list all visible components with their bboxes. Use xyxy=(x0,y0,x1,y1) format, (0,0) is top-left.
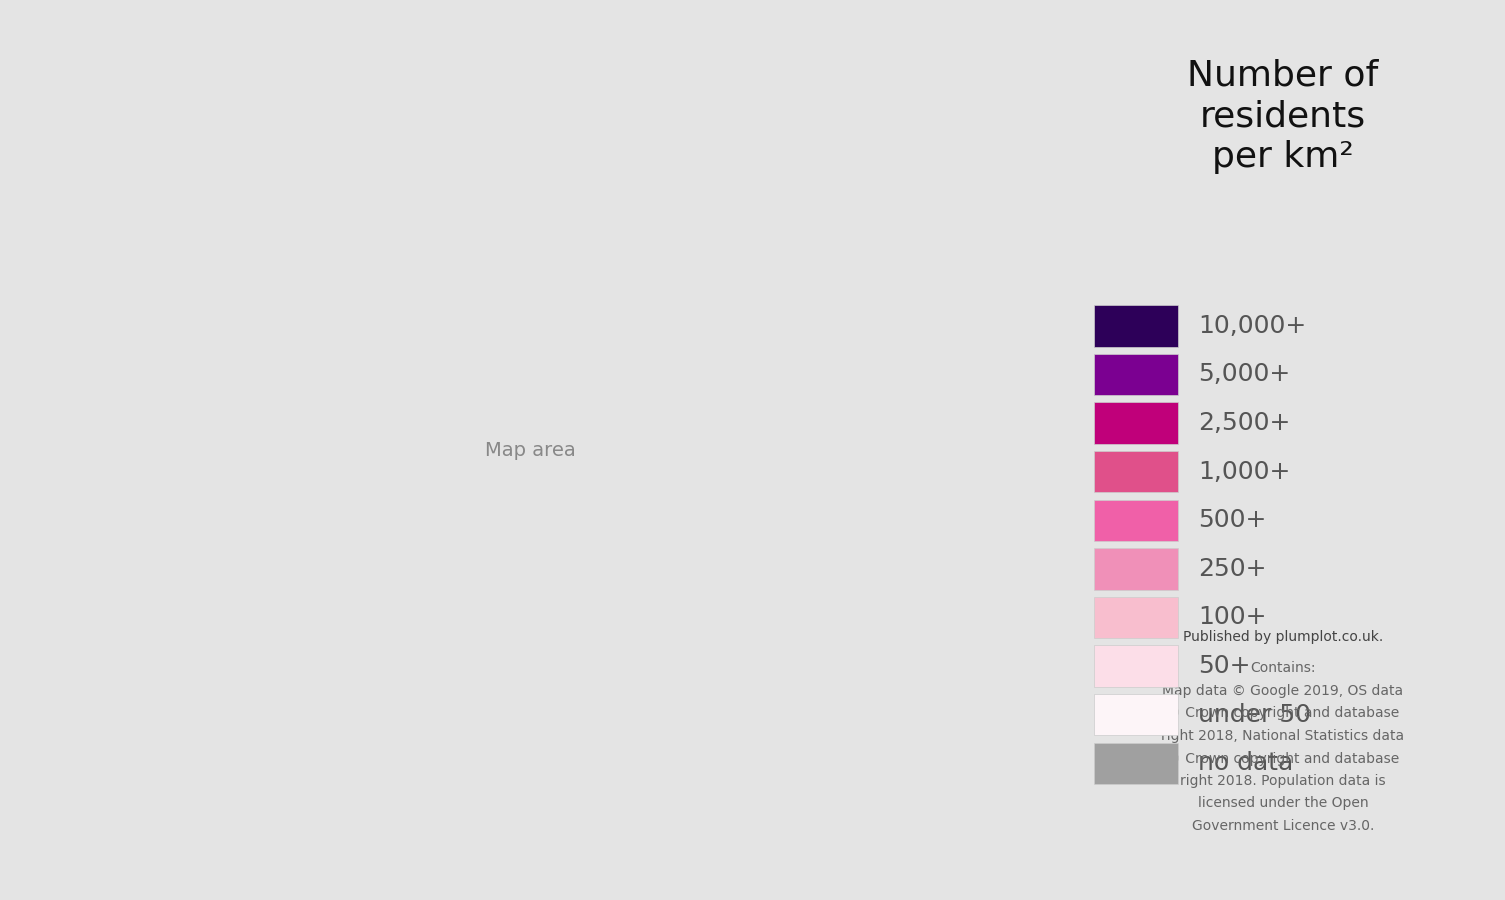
Text: © Crown copyright and database: © Crown copyright and database xyxy=(1166,706,1400,721)
Bar xyxy=(1094,548,1178,590)
Text: © Crown copyright and database: © Crown copyright and database xyxy=(1166,752,1400,766)
Bar xyxy=(1094,694,1178,735)
Text: 250+: 250+ xyxy=(1198,557,1267,580)
Bar xyxy=(1094,402,1178,444)
Text: under 50: under 50 xyxy=(1198,703,1311,726)
Text: 10,000+: 10,000+ xyxy=(1198,314,1306,338)
Text: licensed under the Open: licensed under the Open xyxy=(1198,796,1368,811)
Text: 5,000+: 5,000+ xyxy=(1198,363,1291,386)
Bar xyxy=(1094,645,1178,687)
Text: 100+: 100+ xyxy=(1198,606,1267,629)
Text: Map area: Map area xyxy=(485,440,576,460)
Text: Number of
residents
per km²: Number of residents per km² xyxy=(1187,58,1379,174)
Text: 50+: 50+ xyxy=(1198,654,1251,678)
Bar xyxy=(1094,305,1178,346)
Text: right 2018, National Statistics data: right 2018, National Statistics data xyxy=(1162,729,1404,743)
Text: Contains:: Contains: xyxy=(1251,662,1315,676)
Text: Government Licence v3.0.: Government Licence v3.0. xyxy=(1192,819,1374,833)
Text: right 2018. Population data is: right 2018. Population data is xyxy=(1180,774,1386,788)
Bar xyxy=(1094,597,1178,638)
Bar xyxy=(1094,500,1178,541)
Bar xyxy=(1094,451,1178,492)
Text: 1,000+: 1,000+ xyxy=(1198,460,1291,483)
Bar xyxy=(1094,742,1178,784)
Text: 2,500+: 2,500+ xyxy=(1198,411,1291,435)
Bar xyxy=(1094,354,1178,395)
Text: Published by plumplot.co.uk.: Published by plumplot.co.uk. xyxy=(1183,630,1383,644)
Text: 500+: 500+ xyxy=(1198,508,1267,532)
Text: no data: no data xyxy=(1198,752,1294,775)
Text: Map data © Google 2019, OS data: Map data © Google 2019, OS data xyxy=(1162,684,1404,698)
